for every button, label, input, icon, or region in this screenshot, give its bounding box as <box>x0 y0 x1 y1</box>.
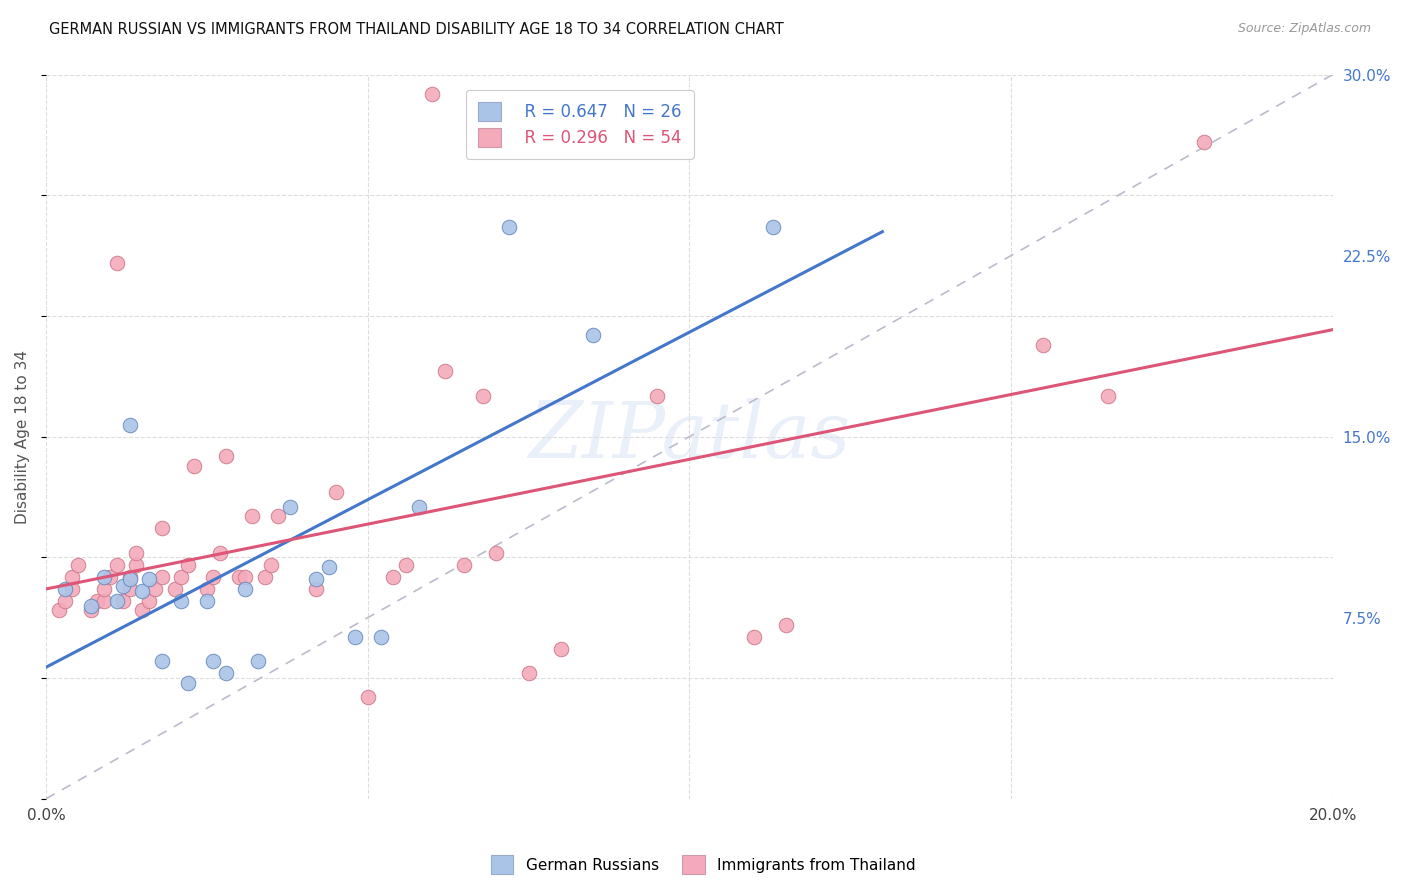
Point <box>195 594 218 608</box>
Point <box>202 569 225 583</box>
Text: ZIPatlas: ZIPatlas <box>529 399 851 475</box>
Point <box>240 509 263 524</box>
Point <box>98 569 121 583</box>
Point <box>93 582 115 596</box>
Point <box>105 256 128 270</box>
Point <box>1032 338 1054 352</box>
Point <box>260 558 283 572</box>
Point <box>150 654 173 668</box>
Point <box>60 582 83 596</box>
Point <box>150 521 173 535</box>
Point <box>215 666 238 681</box>
Text: GERMAN RUSSIAN VS IMMIGRANTS FROM THAILAND DISABILITY AGE 18 TO 34 CORRELATION C: GERMAN RUSSIAN VS IMMIGRANTS FROM THAILA… <box>49 22 785 37</box>
Point <box>176 676 198 690</box>
Point <box>762 219 785 234</box>
Point <box>183 458 205 473</box>
Point <box>215 449 238 463</box>
Point <box>433 364 456 378</box>
Point <box>325 485 347 500</box>
Point <box>80 599 103 613</box>
Point <box>775 618 797 632</box>
Point <box>143 582 166 596</box>
Point <box>235 569 257 583</box>
Point <box>517 666 540 681</box>
Point <box>112 579 135 593</box>
Point <box>118 582 141 596</box>
Point <box>125 545 148 559</box>
Point <box>131 584 153 599</box>
Point <box>742 630 765 644</box>
Point <box>420 87 443 101</box>
Point <box>53 594 76 608</box>
Point <box>472 388 495 402</box>
Point <box>170 569 193 583</box>
Point <box>582 328 605 343</box>
Point <box>195 582 218 596</box>
Point <box>550 642 572 657</box>
Point <box>343 630 366 644</box>
Point <box>1097 388 1119 402</box>
Point <box>318 560 340 574</box>
Point <box>176 558 198 572</box>
Point <box>280 500 302 514</box>
Point <box>247 654 270 668</box>
Point <box>370 630 392 644</box>
Point <box>408 500 430 514</box>
Y-axis label: Disability Age 18 to 34: Disability Age 18 to 34 <box>15 350 30 524</box>
Point <box>105 558 128 572</box>
Text: Source: ZipAtlas.com: Source: ZipAtlas.com <box>1237 22 1371 36</box>
Point <box>235 582 257 596</box>
Point <box>86 594 108 608</box>
Point <box>357 690 380 705</box>
Point <box>485 545 508 559</box>
Point <box>53 582 76 596</box>
Point <box>80 603 103 617</box>
Point <box>202 654 225 668</box>
Point <box>138 572 160 586</box>
Point <box>93 569 115 583</box>
Point <box>112 594 135 608</box>
Point <box>228 569 250 583</box>
Point <box>305 582 328 596</box>
Point <box>150 569 173 583</box>
Point <box>118 569 141 583</box>
Point <box>395 558 418 572</box>
Point <box>118 417 141 432</box>
Point <box>382 569 405 583</box>
Point <box>138 594 160 608</box>
Point <box>170 594 193 608</box>
Point <box>453 558 475 572</box>
Point <box>118 572 141 586</box>
Point <box>93 594 115 608</box>
Point <box>208 545 231 559</box>
Legend:   R = 0.647   N = 26,   R = 0.296   N = 54: R = 0.647 N = 26, R = 0.296 N = 54 <box>465 90 693 159</box>
Point <box>48 603 70 617</box>
Point <box>67 558 90 572</box>
Point <box>131 603 153 617</box>
Point <box>266 509 288 524</box>
Point <box>498 219 520 234</box>
Point <box>305 572 328 586</box>
Point <box>253 569 276 583</box>
Point <box>105 594 128 608</box>
Legend: German Russians, Immigrants from Thailand: German Russians, Immigrants from Thailan… <box>485 849 921 880</box>
Point <box>1192 135 1215 149</box>
Point <box>163 582 186 596</box>
Point <box>125 558 148 572</box>
Point <box>645 388 668 402</box>
Point <box>60 569 83 583</box>
